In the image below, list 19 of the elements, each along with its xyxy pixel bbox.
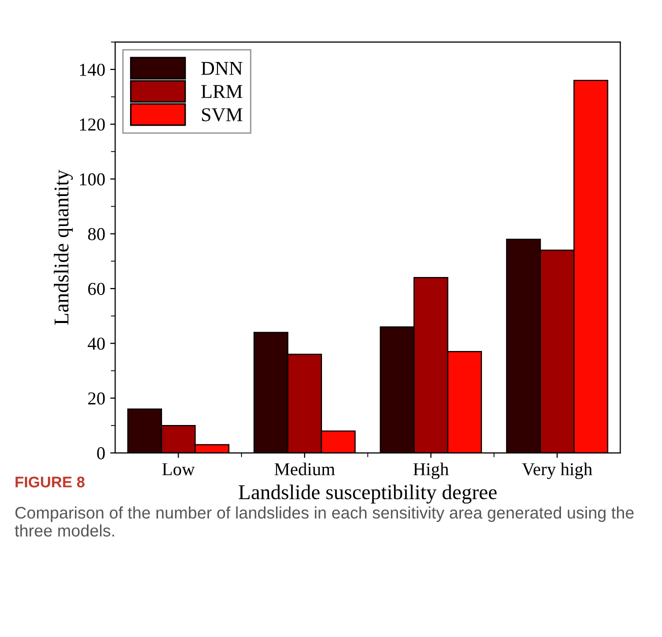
- y-tick-label: 40: [88, 338, 105, 350]
- legend-label: DNN: [201, 62, 242, 75]
- x-tick-label: Very high: [522, 462, 592, 480]
- x-axis-title: Landslide susceptibility degree: [238, 484, 497, 504]
- x-tick-label: Low: [162, 463, 195, 476]
- legend-label: LRM: [201, 85, 242, 98]
- legend-label: SVM: [202, 108, 242, 122]
- y-tick-label: 0: [97, 447, 105, 460]
- y-tick-label: 140: [80, 64, 105, 76]
- y-axis-title: Landslide quantity: [54, 170, 73, 325]
- y-tick-label: 120: [80, 118, 105, 131]
- x-tick-label: High: [413, 462, 449, 480]
- y-tick-label: 20: [88, 392, 105, 405]
- y-tick-label: 60: [88, 282, 105, 296]
- y-tick-label: 80: [88, 228, 105, 240]
- text: Comparison of the number of landslides in each sensitivity area generated using the three models.: [14, 506, 634, 537]
- caption: FIGURE 8: [16, 476, 85, 488]
- x-tick-label: Medium: [274, 462, 335, 476]
- y-tick-label: 100: [80, 173, 105, 186]
